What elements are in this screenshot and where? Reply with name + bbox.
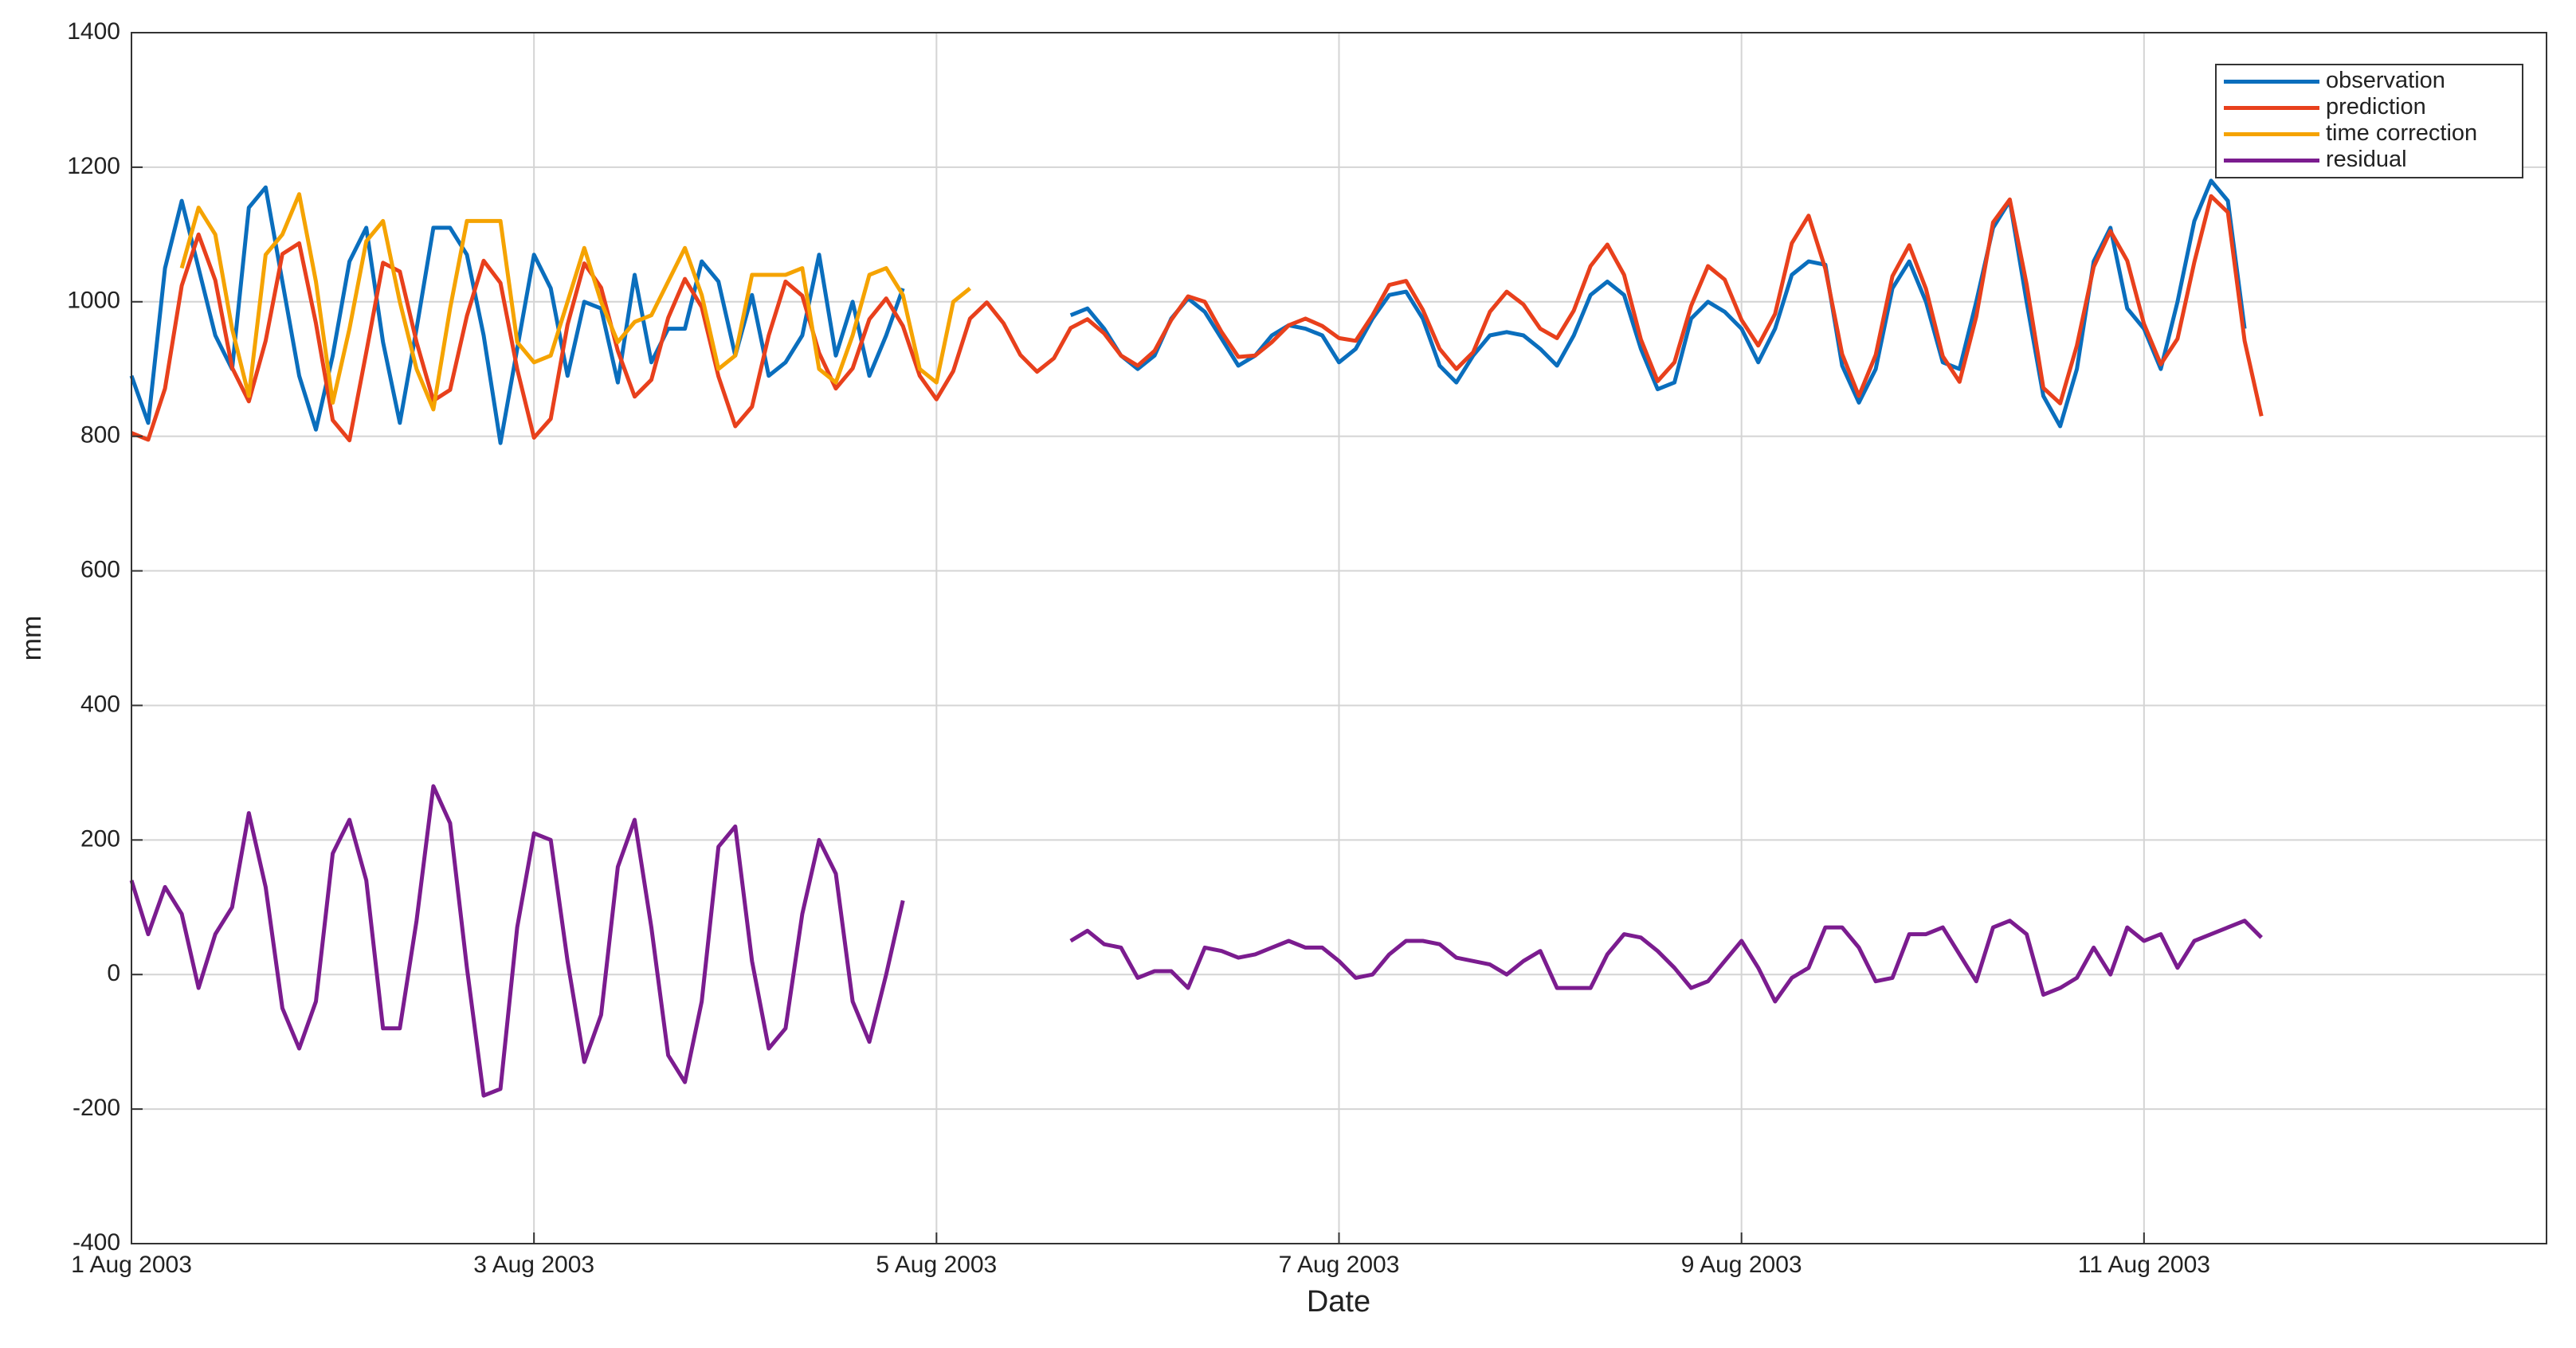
legend-label: residual (2326, 147, 2407, 172)
y-tick-label: 1200 (67, 153, 120, 179)
series-line (179, 192, 971, 412)
x-tick-label: 1 Aug 2003 (71, 1252, 192, 1278)
y-tick-label: 200 (80, 825, 120, 852)
legend-label: observation (2326, 68, 2445, 93)
series-line (129, 784, 2263, 1098)
y-tick-label: 400 (80, 691, 120, 717)
y-tick-label: -200 (73, 1095, 120, 1121)
y-tick-label: 0 (107, 960, 120, 986)
x-tick-label: 5 Aug 2003 (876, 1252, 997, 1278)
plot-area (129, 178, 2264, 1098)
legend-label: prediction (2326, 94, 2426, 120)
x-tick-label: 7 Aug 2003 (1279, 1252, 1400, 1278)
y-tick-label: 600 (80, 556, 120, 582)
x-axis-label: Date (1307, 1285, 1370, 1319)
series-line (129, 178, 2247, 445)
x-tick-label: 9 Aug 2003 (1681, 1252, 1802, 1278)
y-tick-label: 1400 (67, 18, 120, 45)
y-tick-label: 800 (80, 422, 120, 449)
y-tick-label: 1000 (67, 288, 120, 314)
x-tick-label: 3 Aug 2003 (473, 1252, 594, 1278)
ticks: -400 -200 0 200 400 600 800 1000 1200 1400 1 Aug 2… (67, 18, 2210, 1278)
legend-label: time correction (2326, 120, 2477, 146)
y-tick-label: -400 (73, 1229, 120, 1256)
x-tick-label: 11 Aug 2003 (2078, 1252, 2210, 1278)
series-line (131, 194, 2264, 443)
y-axis-label: mm (17, 616, 47, 661)
